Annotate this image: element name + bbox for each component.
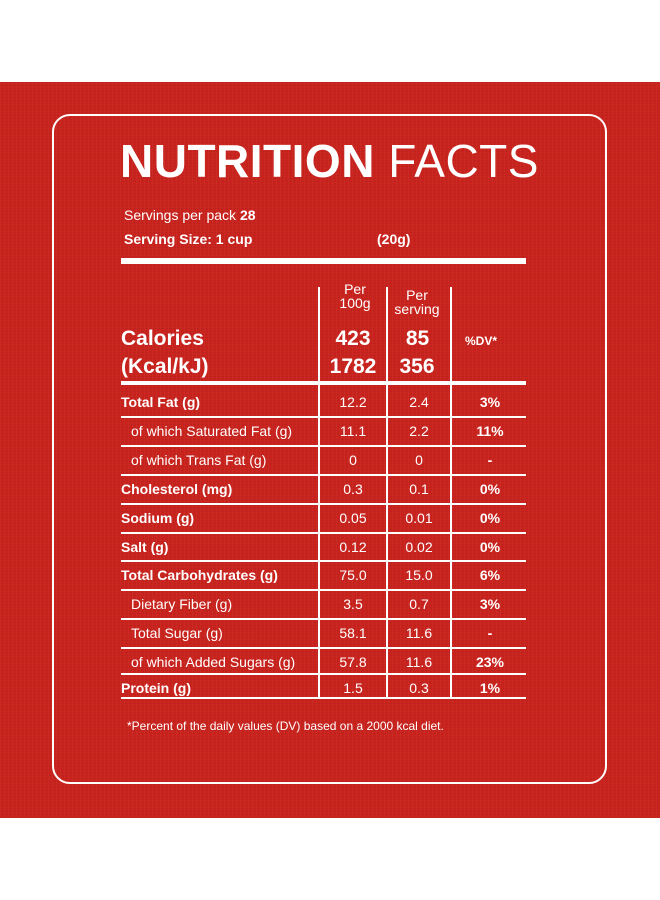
row-dv-value: 1% <box>479 680 501 696</box>
kj-per-serving: 356 <box>399 355 435 378</box>
row-divider <box>121 532 526 534</box>
row-label: Sodium (g) <box>121 510 195 526</box>
row-per100-value: 1.5 <box>343 680 363 696</box>
nutrition-facts-title: NUTRITION FACTS <box>120 138 539 184</box>
thick-divider <box>121 258 526 264</box>
row-label: Total Fat (g) <box>121 394 201 410</box>
row-per-serving-value: 11.6 <box>405 625 433 641</box>
row-dv-value: 6% <box>479 567 501 583</box>
col-line-2 <box>386 287 388 697</box>
row-per-serving-value: 15.0 <box>405 567 433 583</box>
row-label: Dietary Fiber (g) <box>131 596 233 612</box>
row-label: Salt (g) <box>121 539 169 555</box>
row-divider <box>121 503 526 505</box>
row-per100-value: 58.1 <box>339 625 367 641</box>
row-divider <box>121 445 526 447</box>
col-line-1 <box>318 287 320 697</box>
col-perserving-header: Per serving <box>394 287 440 317</box>
row-dv-value: 0% <box>479 539 501 555</box>
row-per100-value: 12.2 <box>339 394 367 410</box>
row-per-serving-value: 11.6 <box>405 654 433 670</box>
row-per100-value: 0.3 <box>343 481 363 497</box>
servings-label: Servings per pack <box>124 207 237 223</box>
title-light: FACTS <box>388 135 539 187</box>
row-per-serving-value: 0.01 <box>405 510 433 526</box>
row-dv-value: 3% <box>479 596 501 612</box>
row-per100-value: 3.5 <box>343 596 363 612</box>
row-per-serving-value: 0.1 <box>409 481 429 497</box>
label-background <box>0 82 660 818</box>
row-label: Total Carbohydrates (g) <box>121 567 278 583</box>
row-dv-value: 23% <box>475 654 505 670</box>
row-per100-value: 57.8 <box>339 654 367 670</box>
row-label: of which Trans Fat (g) <box>131 452 267 468</box>
row-dv-value: 0% <box>479 481 501 497</box>
footnote: *Percent of the daily values (DV) based … <box>127 719 444 733</box>
row-dv-value: - <box>487 625 493 641</box>
row-divider <box>121 560 526 562</box>
row-dv-value: 3% <box>479 394 501 410</box>
calories-label: Calories <box>121 327 204 350</box>
nutrition-facts-card <box>52 114 607 784</box>
row-divider <box>121 618 526 620</box>
row-per100-value: 0 <box>349 452 357 468</box>
row-divider <box>121 474 526 476</box>
row-per100-value: 75.0 <box>339 567 367 583</box>
row-dv-value: 11% <box>476 423 504 439</box>
row-per-serving-value: 2.4 <box>409 394 429 410</box>
row-per100-value: 11.1 <box>339 423 367 439</box>
row-label: Total Sugar (g) <box>131 625 223 641</box>
row-per-serving-value: 0.02 <box>405 539 433 555</box>
kcal-per-serving: 85 <box>405 327 430 350</box>
kj-per100: 1782 <box>329 355 377 378</box>
serving-size-weight: (20g) <box>377 231 411 247</box>
row-divider <box>121 673 526 675</box>
calories-divider <box>121 381 526 385</box>
kcal-per100: 423 <box>335 327 371 350</box>
title-bold: NUTRITION <box>120 135 375 187</box>
serving-size-label: Serving Size: 1 cup <box>124 231 253 247</box>
kcal-kj-label: (Kcal/kJ) <box>121 355 209 378</box>
col-line-3 <box>450 287 452 697</box>
row-dv-value: 0% <box>479 510 501 526</box>
row-per-serving-value: 0.7 <box>409 596 429 612</box>
row-per-serving-value: 0.3 <box>409 680 429 696</box>
row-divider <box>121 589 526 591</box>
row-dv-value: - <box>487 452 493 468</box>
col-dv-header: %DV* <box>465 334 498 348</box>
row-label: Protein (g) <box>121 680 191 696</box>
row-label: of which Added Sugars (g) <box>131 654 296 670</box>
row-label: of which Saturated Fat (g) <box>131 423 293 439</box>
row-per-serving-value: 0 <box>415 452 423 468</box>
bottom-divider <box>121 697 526 699</box>
servings-value: 28 <box>239 207 256 223</box>
row-divider <box>121 647 526 649</box>
row-divider <box>121 416 526 418</box>
servings-per-pack: Servings per pack 28 <box>124 207 256 223</box>
row-per100-value: 0.12 <box>339 539 367 555</box>
row-per-serving-value: 2.2 <box>409 423 429 439</box>
row-label: Cholesterol (mg) <box>121 481 233 497</box>
col-per100-header: Per 100g <box>339 281 371 311</box>
row-per100-value: 0.05 <box>339 510 367 526</box>
